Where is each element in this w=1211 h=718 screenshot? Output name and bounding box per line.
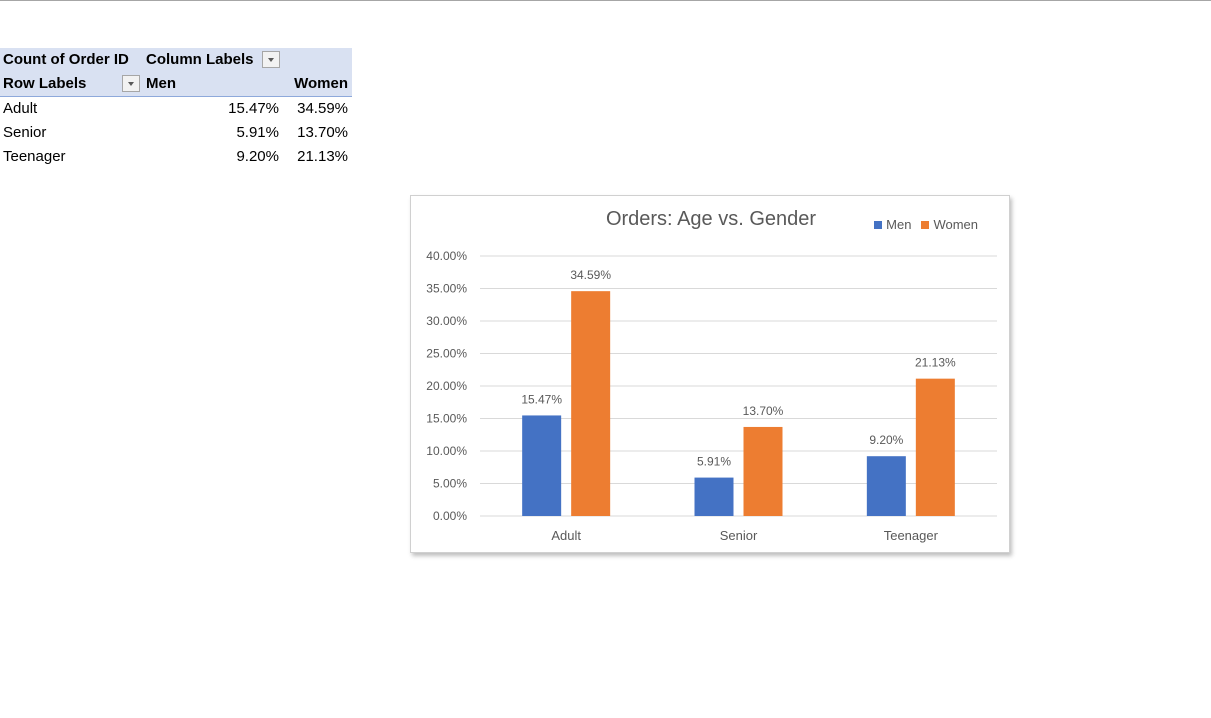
bar-women-adult <box>571 291 611 516</box>
row-label[interactable]: Adult <box>3 100 38 117</box>
y-tick-label: 35.00% <box>426 282 467 296</box>
men-value[interactable]: 5.91% <box>236 124 279 141</box>
y-tick-label: 20.00% <box>426 379 467 393</box>
pivot-column-labels[interactable]: Column Labels <box>146 51 254 68</box>
pivot-col-men[interactable]: Men <box>146 75 176 92</box>
bar-men-teenager <box>866 456 906 516</box>
bar-men-senior <box>694 477 734 516</box>
women-value[interactable]: 21.13% <box>297 148 348 165</box>
row-label[interactable]: Teenager <box>3 148 66 165</box>
chart-plot: 0.00% 5.00% 10.00% 15.00% 20.00% 25.00% 30.00%… <box>426 249 997 543</box>
women-value[interactable]: 13.70% <box>297 124 348 141</box>
data-label: 15.47% <box>521 392 562 406</box>
y-tick-label: 25.00% <box>426 347 467 361</box>
data-label: 34.59% <box>570 268 611 282</box>
men-value[interactable]: 9.20% <box>236 148 279 165</box>
pivot-row-labels[interactable]: Row Labels <box>3 75 87 92</box>
x-tick-label: Adult <box>551 528 581 543</box>
y-tick-label: 10.00% <box>426 444 467 458</box>
y-tick-label: 40.00% <box>426 249 467 263</box>
y-tick-label: 5.00% <box>433 477 467 491</box>
data-label: 5.91% <box>697 455 731 469</box>
pivot-table: Count of Order ID Column Labels Row Labe… <box>0 48 352 169</box>
bar-women-senior <box>743 426 783 516</box>
data-label: 21.13% <box>915 356 956 370</box>
y-tick-label: 15.00% <box>426 412 467 426</box>
row-label[interactable]: Senior <box>3 124 47 141</box>
pivot-subheader-row: Row Labels Men Women <box>0 72 352 97</box>
legend-label-men: Men <box>886 217 912 232</box>
legend-label-women: Women <box>933 217 978 232</box>
pivot-row-teenager[interactable]: Teenager 9.20% 21.13% <box>0 145 352 169</box>
chart-title[interactable]: Orders: Age vs. Gender <box>605 208 817 230</box>
pivot-row-senior[interactable]: Senior 5.91% 13.70% <box>0 121 352 145</box>
men-value[interactable]: 15.47% <box>228 100 279 117</box>
pivot-measure-label[interactable]: Count of Order ID <box>3 51 129 68</box>
x-tick-label: Senior <box>720 528 758 543</box>
pivot-row-adult[interactable]: Adult 15.47% 34.59% <box>0 97 352 121</box>
legend-item-men[interactable]: Men <box>874 217 911 232</box>
data-label: 9.20% <box>869 433 903 447</box>
row-labels-filter-button[interactable] <box>122 75 140 92</box>
legend-swatch-women <box>921 220 930 229</box>
y-tick-label: 30.00% <box>426 314 467 328</box>
x-tick-label: Teenager <box>884 528 939 543</box>
legend-swatch-men <box>874 220 883 229</box>
bar-women-teenager <box>915 378 955 516</box>
pivot-header-row: Count of Order ID Column Labels <box>0 48 352 72</box>
y-tick-label: 0.00% <box>433 509 467 523</box>
column-labels-filter-button[interactable] <box>262 51 280 68</box>
chart-legend[interactable]: Men Women <box>874 217 978 232</box>
top-divider <box>0 0 1211 1</box>
bar-men-adult <box>522 415 562 516</box>
women-value[interactable]: 34.59% <box>297 100 348 117</box>
data-label: 13.70% <box>743 404 784 418</box>
legend-item-women[interactable]: Women <box>921 217 978 232</box>
pivot-col-women[interactable]: Women <box>294 75 348 92</box>
chart-container[interactable]: Orders: Age vs. Gender Men Women 0.00% 5.… <box>410 195 1010 553</box>
